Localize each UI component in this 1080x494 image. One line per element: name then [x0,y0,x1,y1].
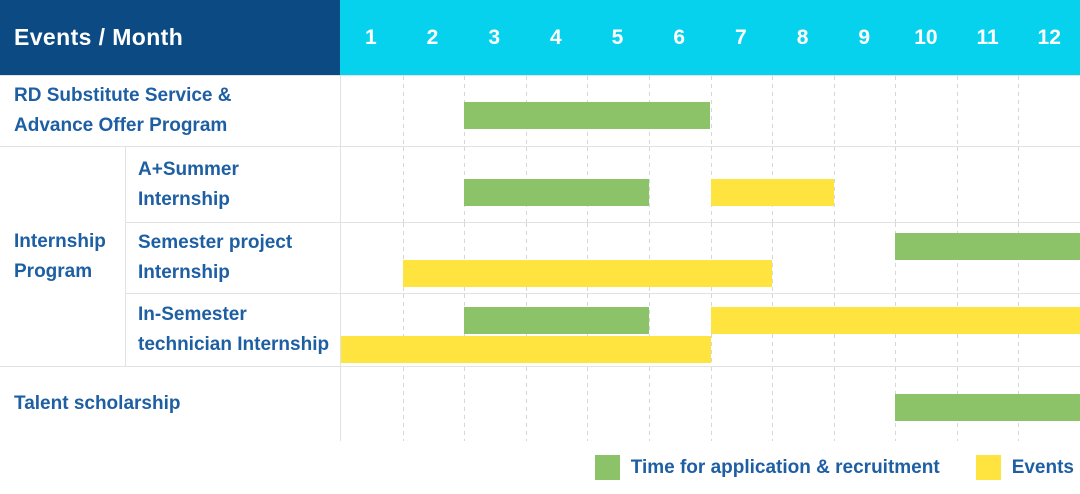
month-label: 4 [550,25,562,49]
events-month-gantt-table: Events / Month 1 2 3 4 5 6 7 8 9 10 11 12 RD Substi… [0,0,1080,441]
month-label: 3 [488,25,501,49]
gantt-bar-application [895,233,1080,260]
group-label-internship-program: Internship Program [0,146,125,366]
gantt-bar-application [895,394,1080,421]
month-gridline [895,147,897,222]
month-gridline [772,223,774,293]
legend-item-application: Time for application & recruitment [594,455,940,480]
month-header-row: 1 2 3 4 5 6 7 8 9 10 11 12 [340,0,1080,75]
month-gridline [648,367,650,441]
month-gridline [464,367,466,441]
gantt-bar-application [464,179,649,206]
month-label: 2 [426,25,439,49]
month-gridline [525,367,527,441]
month-gridline [525,223,527,293]
legend-swatch-green [594,455,620,480]
month-label: 11 [976,25,999,49]
legend-swatch-yellow [975,455,1001,480]
gantt-track-talent-scholarship [340,366,1080,441]
gantt-track-a-plus-summer [340,146,1080,222]
row-label-line: Internship [138,188,230,210]
month-gridline [772,76,774,146]
row-label-line: In-Semester [138,304,247,325]
month-gridline [587,367,589,441]
row-label-line: Talent scholarship [14,393,181,414]
row-label-line: A+Summer [138,158,239,180]
month-label: 5 [611,25,624,49]
gantt-bar-events [710,307,1080,334]
row-label-line: Semester project [138,232,293,253]
legend: Time for application & recruitment Event… [0,441,1080,494]
month-gridline [833,367,835,441]
legend-label-events: Events [1011,456,1074,478]
month-label: 1 [364,25,377,49]
legend-item-events: Events [975,455,1074,480]
month-gridline [1018,76,1020,146]
month-gridline [956,147,958,222]
month-gridline [648,223,650,293]
gantt-bar-events [341,336,711,363]
month-gridline [1018,147,1020,222]
gantt-track-rd-substitute [340,75,1080,146]
group-label-text: Internship Program [14,230,106,282]
month-label: 12 [1037,25,1061,49]
row-label-line: RD Substitute Service & [14,85,232,106]
month-label: 8 [796,25,809,49]
gantt-track-semester-project [340,222,1080,293]
row-label-semester-project: Semester project Internship [125,222,340,293]
row-label-a-plus-summer: A+Summer Internship [125,146,340,222]
row-label-rd-substitute: RD Substitute Service & Advance Offer Pr… [0,75,340,146]
month-gridline [648,147,650,222]
gantt-bar-application [464,307,649,334]
month-gridline [402,294,404,366]
month-gridline [710,223,712,293]
month-label: 7 [735,25,747,49]
month-label: 10 [914,25,938,49]
legend-label-application: Time for application & recruitment [630,456,940,478]
month-gridline [833,76,835,146]
month-gridline [772,367,774,441]
month-gridline [464,223,466,293]
month-gridline [833,147,835,222]
month-gridline [402,223,404,293]
month-gridline [402,76,404,146]
month-gridline [402,367,404,441]
row-label-talent-scholarship: Talent scholarship [0,366,340,441]
gantt-track-in-semester-technician [340,293,1080,366]
gantt-bar-application [464,102,711,129]
row-label-line: Internship [138,262,230,283]
month-gridline [648,294,650,366]
month-gridline [710,367,712,441]
row-label-line: Advance Offer Program [14,115,228,136]
month-gridline [833,223,835,293]
gantt-bar-events [710,179,834,206]
month-gridline [402,147,404,222]
table-corner-header: Events / Month [0,0,340,75]
month-gridline [956,76,958,146]
month-label: 6 [673,25,686,49]
corner-header-label: Events / Month [14,24,184,50]
row-label-in-semester-technician: In-Semester technician Internship [125,293,340,366]
month-gridline [710,76,712,146]
month-gridline [895,76,897,146]
gantt-bar-events [402,260,773,287]
row-label-line: technician Internship [138,334,330,355]
month-label: 9 [858,25,871,49]
month-gridline [587,223,589,293]
